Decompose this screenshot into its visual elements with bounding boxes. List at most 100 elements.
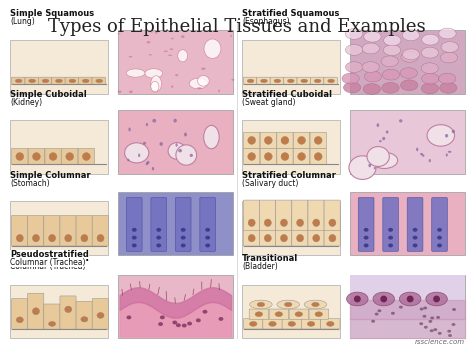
- FancyBboxPatch shape: [263, 319, 282, 329]
- FancyBboxPatch shape: [27, 215, 44, 246]
- Ellipse shape: [287, 79, 294, 83]
- Text: Pseudostratified: Pseudostratified: [10, 254, 89, 263]
- Ellipse shape: [297, 219, 304, 226]
- Ellipse shape: [346, 29, 363, 39]
- Ellipse shape: [446, 153, 448, 157]
- Ellipse shape: [440, 82, 457, 93]
- FancyBboxPatch shape: [243, 77, 257, 84]
- Bar: [10, 201, 108, 255]
- Ellipse shape: [422, 73, 439, 84]
- Ellipse shape: [275, 312, 283, 316]
- Ellipse shape: [202, 310, 208, 314]
- Ellipse shape: [297, 234, 304, 242]
- FancyBboxPatch shape: [324, 77, 337, 84]
- Ellipse shape: [97, 313, 104, 318]
- Ellipse shape: [373, 292, 394, 306]
- Bar: [10, 120, 108, 174]
- Ellipse shape: [151, 81, 159, 92]
- Ellipse shape: [437, 236, 442, 240]
- Ellipse shape: [277, 300, 300, 309]
- Ellipse shape: [452, 308, 456, 311]
- Ellipse shape: [436, 316, 440, 319]
- Ellipse shape: [176, 145, 197, 165]
- FancyBboxPatch shape: [257, 77, 270, 84]
- Bar: [349, 275, 465, 338]
- Ellipse shape: [314, 79, 321, 83]
- Ellipse shape: [438, 332, 442, 335]
- Ellipse shape: [364, 236, 369, 240]
- Text: (Stomach): (Stomach): [10, 179, 50, 188]
- Ellipse shape: [160, 315, 165, 319]
- Ellipse shape: [423, 307, 427, 309]
- Ellipse shape: [32, 234, 39, 242]
- Ellipse shape: [264, 137, 272, 144]
- Ellipse shape: [158, 322, 163, 326]
- Ellipse shape: [346, 292, 368, 306]
- Text: Pseudostratified: Pseudostratified: [10, 250, 89, 259]
- Ellipse shape: [371, 320, 375, 323]
- Ellipse shape: [255, 312, 263, 316]
- Ellipse shape: [346, 62, 363, 73]
- Bar: [349, 191, 465, 255]
- Ellipse shape: [82, 153, 90, 161]
- FancyBboxPatch shape: [76, 215, 92, 246]
- Ellipse shape: [407, 296, 414, 302]
- Ellipse shape: [65, 306, 72, 313]
- Ellipse shape: [49, 153, 57, 161]
- Bar: [349, 275, 465, 338]
- FancyBboxPatch shape: [52, 77, 65, 84]
- Ellipse shape: [182, 323, 187, 327]
- Ellipse shape: [448, 151, 452, 153]
- Ellipse shape: [426, 292, 447, 306]
- Ellipse shape: [178, 50, 188, 62]
- Ellipse shape: [15, 79, 22, 83]
- Ellipse shape: [402, 30, 419, 40]
- Ellipse shape: [284, 302, 292, 307]
- FancyBboxPatch shape: [243, 215, 259, 246]
- Ellipse shape: [16, 317, 23, 323]
- Ellipse shape: [421, 83, 438, 94]
- Ellipse shape: [438, 73, 456, 84]
- FancyBboxPatch shape: [11, 77, 25, 84]
- Ellipse shape: [151, 76, 162, 92]
- Ellipse shape: [448, 334, 452, 337]
- Ellipse shape: [16, 153, 24, 161]
- Text: Columnar (Trachea): Columnar (Trachea): [10, 258, 85, 267]
- Ellipse shape: [175, 143, 178, 147]
- Ellipse shape: [171, 86, 173, 88]
- Text: rsscience.com: rsscience.com: [415, 339, 465, 345]
- FancyBboxPatch shape: [309, 309, 328, 319]
- Ellipse shape: [152, 119, 156, 122]
- Ellipse shape: [452, 323, 456, 326]
- Ellipse shape: [447, 330, 451, 333]
- Ellipse shape: [424, 326, 428, 329]
- Ellipse shape: [421, 63, 438, 74]
- Ellipse shape: [376, 123, 379, 127]
- FancyBboxPatch shape: [293, 149, 310, 165]
- Ellipse shape: [314, 137, 322, 144]
- Ellipse shape: [381, 56, 398, 67]
- Ellipse shape: [344, 82, 361, 93]
- Text: Simple Cuboidal: Simple Cuboidal: [10, 90, 87, 99]
- Ellipse shape: [248, 137, 255, 144]
- Ellipse shape: [399, 306, 403, 309]
- Ellipse shape: [16, 234, 23, 242]
- Ellipse shape: [388, 244, 393, 247]
- Ellipse shape: [349, 156, 376, 180]
- Ellipse shape: [419, 322, 423, 325]
- FancyBboxPatch shape: [277, 149, 293, 165]
- FancyBboxPatch shape: [310, 77, 324, 84]
- Ellipse shape: [420, 153, 423, 155]
- Ellipse shape: [400, 68, 417, 78]
- Bar: [118, 191, 233, 255]
- Ellipse shape: [261, 79, 267, 83]
- FancyBboxPatch shape: [308, 200, 324, 231]
- Ellipse shape: [421, 47, 438, 58]
- Ellipse shape: [156, 236, 161, 240]
- FancyBboxPatch shape: [65, 77, 79, 84]
- Ellipse shape: [440, 52, 457, 63]
- Ellipse shape: [315, 312, 322, 316]
- Ellipse shape: [388, 228, 393, 232]
- Ellipse shape: [427, 125, 455, 146]
- FancyBboxPatch shape: [320, 319, 340, 329]
